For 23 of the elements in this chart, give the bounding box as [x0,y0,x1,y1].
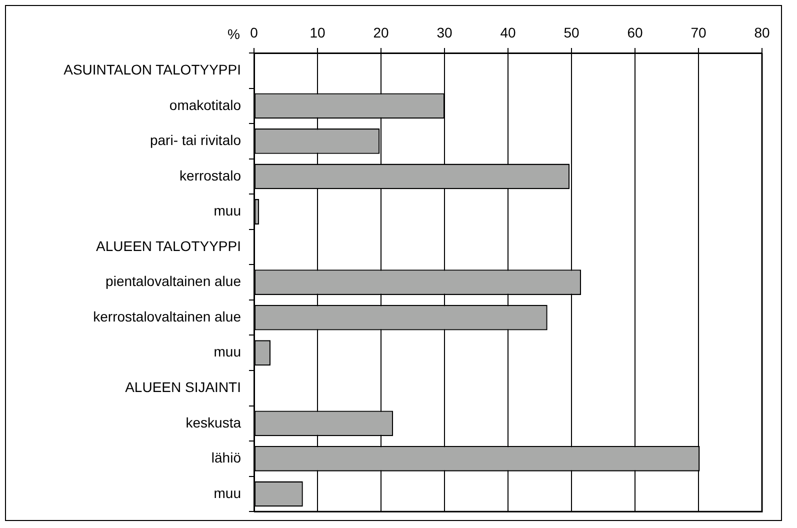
x-tick-label: 0 [250,24,258,40]
y-tick-label: kerrostalo [180,167,242,184]
x-tick-label: 20 [373,24,389,40]
y-tick-label: ASUINTALON TALOTYYPPI [64,62,241,78]
x-tick-label: 40 [500,24,516,40]
y-tick-label: muu [214,344,241,360]
y-tick-label: muu [214,202,241,219]
y-tick-label: pari- tai rivitalo [150,132,242,148]
y-tick-label: omakotitalo [169,96,242,113]
x-tick-label: 70 [690,24,706,40]
y-tick-label: kerrostalovaltainen alue [93,308,242,324]
y-tick-label: ALUEEN TALOTYYPPI [96,238,241,254]
y-tick-label: muu [214,484,241,501]
x-tick-label: 50 [564,24,580,40]
x-axis-title: % [228,26,240,42]
y-tick-label: lähiö [211,450,242,466]
x-tick-label: 80 [754,24,770,40]
y-tick-label: keskusta [186,414,242,430]
x-tick-label: 60 [627,24,643,40]
y-tick-label: ALUEEN SIJAINTI [125,378,241,395]
x-tick-label: 30 [436,24,452,40]
x-tick-label: 10 [310,24,326,40]
y-tick-label: pientalovaltainen alue [106,273,242,290]
